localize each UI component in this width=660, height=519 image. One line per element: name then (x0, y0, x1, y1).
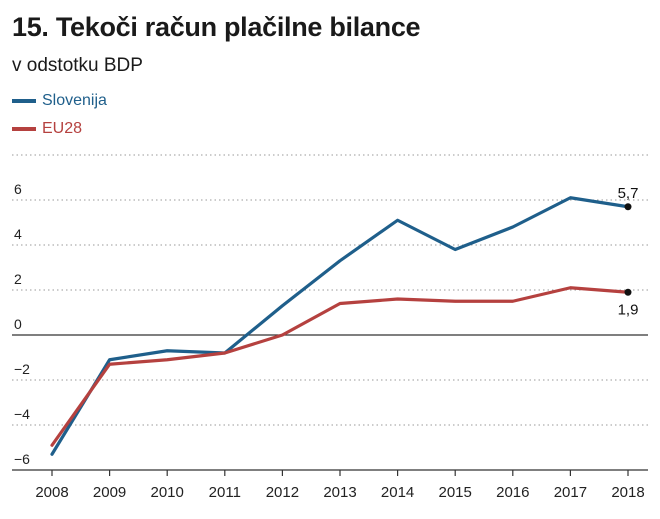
x-tick-label: 2011 (209, 484, 241, 501)
y-tick-label: 0 (14, 316, 22, 332)
end-point-slovenija (624, 203, 632, 211)
legend-label-eu28: EU28 (42, 120, 83, 137)
y-tick-label: 6 (14, 181, 22, 197)
x-tick-label: 2015 (439, 484, 472, 501)
series-line-eu28 (50, 286, 630, 447)
x-tick-label: 2009 (93, 484, 126, 501)
legend-swatch-slovenija (12, 99, 36, 103)
y-tick-label: −2 (14, 361, 30, 377)
x-tick-label: 2013 (323, 484, 356, 501)
y-tick-label: 4 (14, 226, 22, 242)
legend-label-slovenija: Slovenija (42, 92, 107, 109)
y-tick-label: −6 (14, 451, 30, 467)
x-tick-label: 2012 (266, 484, 299, 501)
x-tick-label: 2016 (496, 484, 529, 501)
x-tick-label: 2018 (611, 484, 644, 501)
y-tick-label: 2 (14, 271, 22, 287)
x-tick-label: 2014 (381, 484, 414, 501)
x-tick-label: 2008 (35, 484, 68, 501)
legend-item-slovenija: Slovenija (12, 90, 107, 112)
y-tick-label: −4 (14, 406, 30, 422)
chart-title: 15. Tekoči račun plačilne bilance (12, 12, 421, 42)
legend-swatch-eu28 (12, 127, 36, 131)
chart-subtitle: v odstotku BDP (12, 55, 143, 76)
x-tick-label: 2010 (151, 484, 184, 501)
x-tick-label: 2017 (554, 484, 587, 501)
data-label-eu28: 1,9 (618, 301, 639, 318)
data-label-slovenija: 5,7 (618, 185, 639, 202)
legend-item-eu28: EU28 (12, 118, 82, 140)
end-point-eu28 (624, 288, 632, 296)
series-line-slovenija (50, 196, 630, 456)
